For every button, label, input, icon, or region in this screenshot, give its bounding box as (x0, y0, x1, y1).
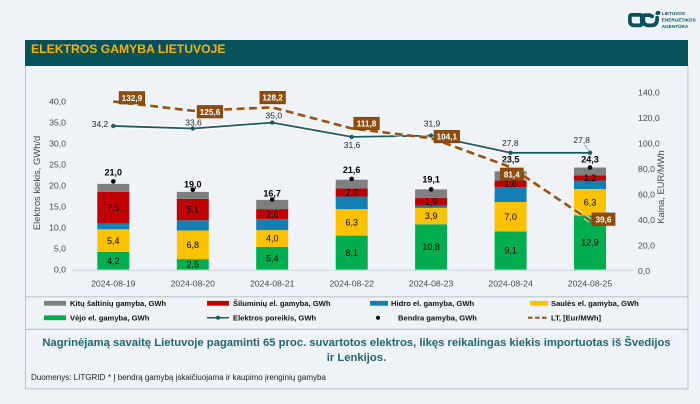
svg-text:1,2: 1,2 (584, 173, 597, 183)
svg-text:0,0: 0,0 (638, 266, 650, 276)
svg-text:2024-08-22: 2024-08-22 (329, 279, 374, 289)
svg-text:40,0: 40,0 (638, 215, 655, 225)
svg-text:81,4: 81,4 (504, 170, 520, 179)
svg-text:10,8: 10,8 (422, 242, 440, 252)
svg-text:Kitų šaltinių gamyba, GWh: Kitų šaltinių gamyba, GWh (70, 299, 167, 308)
svg-text:0,0: 0,0 (54, 265, 66, 275)
svg-text:5,4: 5,4 (107, 236, 120, 246)
svg-text:4,2: 4,2 (107, 256, 120, 266)
svg-text:LT, [Eur/MWh]: LT, [Eur/MWh] (551, 314, 602, 323)
svg-text:5,4: 5,4 (266, 254, 279, 264)
svg-text:2024-08-23: 2024-08-23 (409, 279, 454, 289)
svg-text:2,6: 2,6 (266, 209, 279, 219)
svg-text:Šiluminių el. gamyba, GWh: Šiluminių el. gamyba, GWh (233, 299, 331, 308)
svg-text:Elektros poreikis, GWh: Elektros poreikis, GWh (233, 314, 316, 323)
svg-text:ENERGETIKOS: ENERGETIKOS (662, 18, 696, 23)
svg-text:Elektros kiekis, GWh/d: Elektros kiekis, GWh/d (31, 136, 42, 230)
svg-text:10,0: 10,0 (49, 223, 66, 233)
svg-text:60,0: 60,0 (638, 189, 655, 199)
svg-text:8,1: 8,1 (345, 248, 358, 258)
svg-text:12,9: 12,9 (581, 238, 599, 248)
svg-text:19,0: 19,0 (184, 179, 202, 189)
svg-text:LIETUVOS: LIETUVOS (662, 11, 685, 16)
svg-text:9,1: 9,1 (504, 246, 517, 256)
svg-text:21,6: 21,6 (343, 165, 361, 175)
svg-text:4,0: 4,0 (266, 234, 279, 244)
svg-text:2024-08-19: 2024-08-19 (91, 279, 136, 289)
svg-text:33,6: 33,6 (185, 118, 202, 128)
svg-text:Kaina, EUR/MWh: Kaina, EUR/MWh (655, 150, 666, 223)
svg-text:30,0: 30,0 (49, 139, 66, 149)
svg-text:2,0: 2,0 (345, 188, 358, 198)
svg-text:6,3: 6,3 (584, 197, 597, 207)
svg-text:23,5: 23,5 (502, 155, 520, 165)
svg-text:5,1: 5,1 (187, 205, 200, 215)
svg-text:132,9: 132,9 (122, 94, 143, 103)
svg-text:21,0: 21,0 (105, 167, 123, 177)
svg-text:34,2: 34,2 (92, 119, 109, 129)
svg-text:1,6: 1,6 (504, 179, 517, 189)
svg-text:27,8: 27,8 (502, 138, 519, 148)
svg-text:6,8: 6,8 (187, 240, 200, 250)
svg-text:7,5: 7,5 (107, 203, 120, 213)
svg-text:1,9: 1,9 (425, 197, 438, 207)
svg-text:128,2: 128,2 (262, 94, 283, 103)
svg-text:20,0: 20,0 (638, 240, 655, 250)
svg-text:40,0: 40,0 (49, 97, 66, 107)
svg-text:2024-08-25: 2024-08-25 (568, 279, 613, 289)
svg-text:AGENTŪRA: AGENTŪRA (662, 23, 689, 29)
svg-text:39,6: 39,6 (596, 215, 612, 224)
svg-text:5,0: 5,0 (54, 244, 66, 254)
svg-text:100,0: 100,0 (638, 138, 660, 148)
svg-text:125,6: 125,6 (200, 108, 221, 117)
svg-text:15,0: 15,0 (49, 202, 66, 212)
svg-text:80,0: 80,0 (638, 164, 655, 174)
svg-text:111,8: 111,8 (357, 120, 377, 129)
svg-text:31,6: 31,6 (344, 140, 361, 150)
svg-text:Saulės el. gamyba, GWh: Saulės el. gamyba, GWh (551, 299, 639, 308)
svg-text:Bendra gamyba, GWh: Bendra gamyba, GWh (398, 314, 477, 323)
svg-text:20,0: 20,0 (49, 181, 66, 191)
svg-text:31,9: 31,9 (424, 119, 441, 129)
svg-text:35,0: 35,0 (49, 118, 66, 128)
svg-text:16,7: 16,7 (263, 189, 281, 199)
svg-text:2024-08-20: 2024-08-20 (171, 279, 216, 289)
svg-text:3,9: 3,9 (425, 211, 438, 221)
svg-text:7,0: 7,0 (504, 212, 517, 222)
svg-text:24,3: 24,3 (581, 155, 599, 165)
svg-text:Hidro el. gamyba, GWh: Hidro el. gamyba, GWh (391, 299, 474, 308)
svg-text:140,0: 140,0 (638, 87, 660, 97)
svg-text:2024-08-21: 2024-08-21 (250, 279, 295, 289)
svg-text:2,5: 2,5 (187, 260, 200, 270)
svg-text:25,0: 25,0 (49, 160, 66, 170)
svg-text:19,1: 19,1 (422, 175, 440, 185)
svg-text:104,1: 104,1 (437, 133, 458, 142)
svg-text:120,0: 120,0 (638, 113, 660, 123)
svg-text:2024-08-24: 2024-08-24 (488, 279, 533, 289)
svg-text:Vėjo el. gamyba, GWh: Vėjo el. gamyba, GWh (70, 314, 150, 323)
svg-text:6,3: 6,3 (345, 218, 358, 228)
svg-text:35,0: 35,0 (266, 111, 283, 121)
svg-text:27,8: 27,8 (573, 135, 590, 145)
